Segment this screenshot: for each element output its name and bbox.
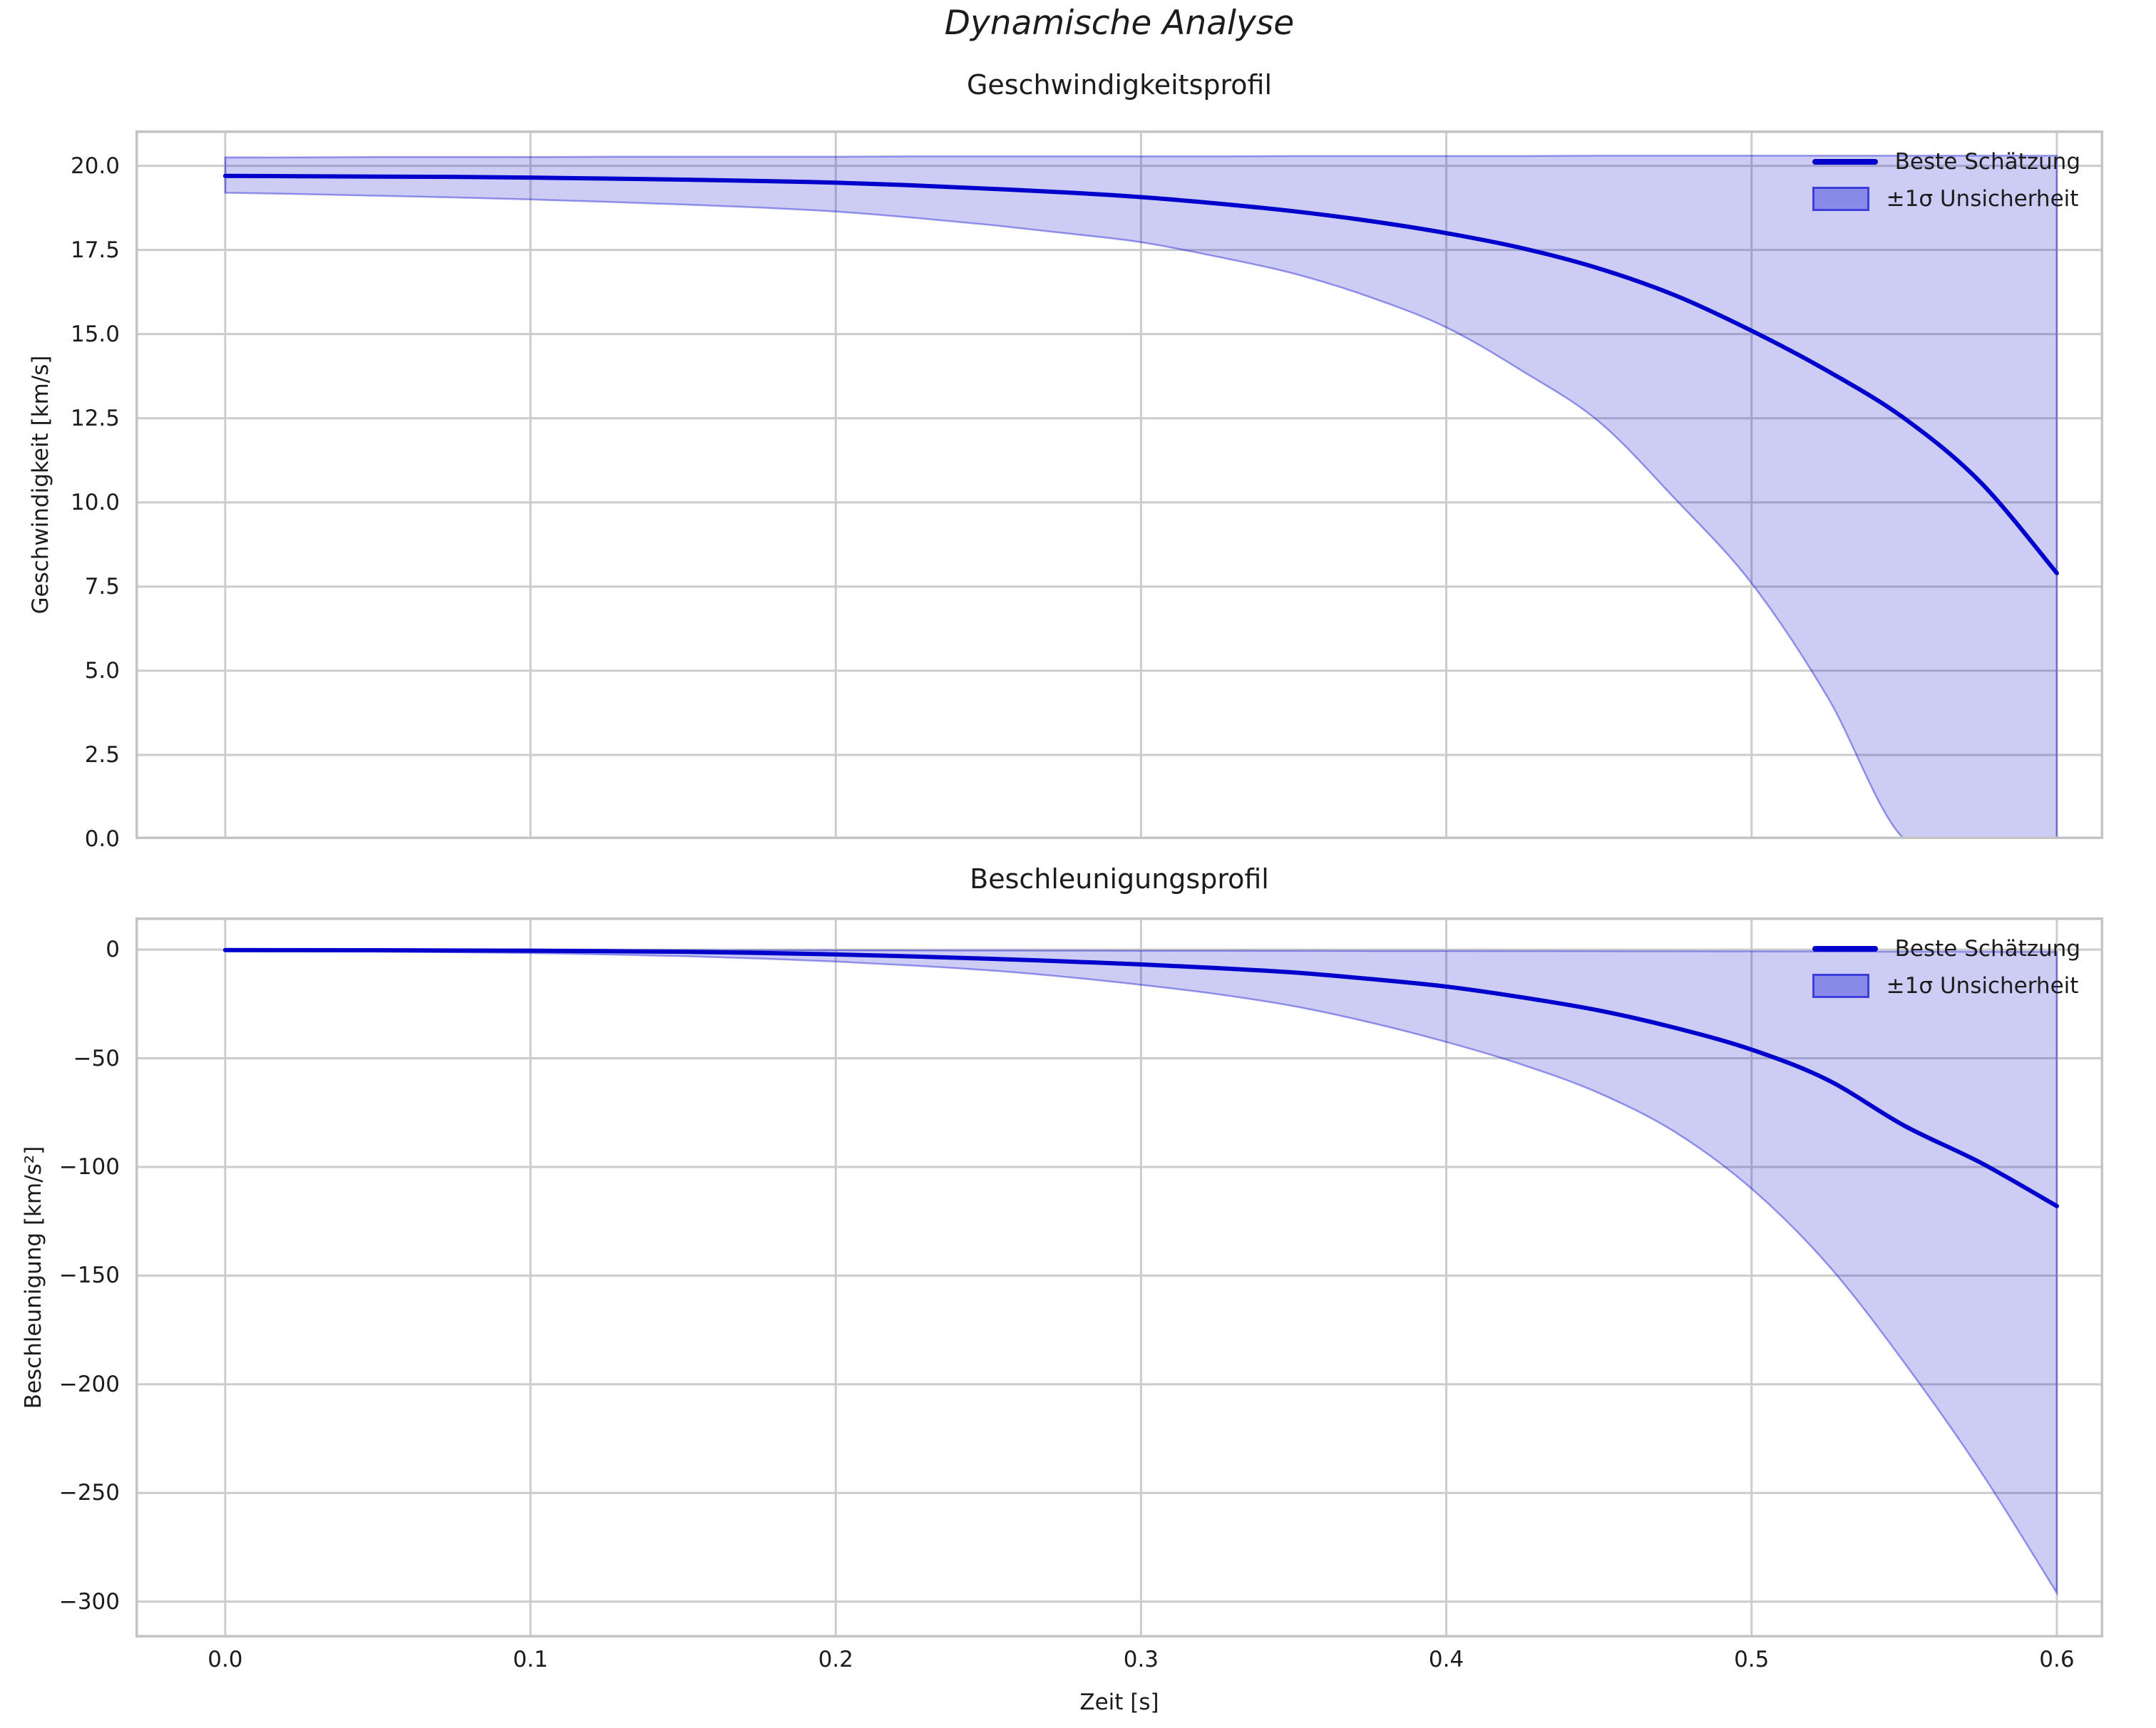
legend-item-uncertainty: ±1σ Unsicherheit (1812, 186, 2079, 212)
x-axis-label: Zeit [s] (1079, 1690, 1159, 1715)
acceleration-chart-title: Beschleunigungsprofil (970, 863, 1269, 895)
legend-item-best-estimate: Beste Schätzung (1812, 936, 2080, 962)
velocity-ytick-label: 15.0 (70, 321, 120, 347)
velocity-ytick-label: 20.0 (70, 153, 120, 179)
velocity-chart-title: Geschwindigkeitsprofil (966, 69, 1273, 101)
acceleration-ytick-label: −300 (58, 1588, 120, 1615)
best-estimate-line (222, 173, 2059, 575)
velocity-ytick-label: 5.0 (84, 657, 120, 684)
velocity-ytick-label: 10.0 (70, 489, 120, 515)
acceleration-ytick-label: −150 (58, 1262, 120, 1289)
acceleration-plot: Beste Schätzung ±1σ Unsicherheit (135, 917, 2103, 1637)
velocity-ytick-label: 2.5 (84, 741, 120, 768)
velocity-ytick-label: 17.5 (70, 237, 120, 263)
velocity-ytick-label: 0.0 (84, 826, 120, 852)
uncertainty-band-swatch (1812, 187, 1869, 211)
acceleration-legend: Beste Schätzung ±1σ Unsicherheit (1812, 936, 2080, 999)
figure-title: Dynamische Analyse (944, 4, 1295, 43)
uncertainty-band-swatch (1812, 974, 1869, 998)
best-estimate-line-swatch (1812, 159, 1878, 165)
uncertainty-band (224, 949, 2058, 1596)
acceleration-ytick-label: −50 (73, 1045, 120, 1071)
uncertainty-band (224, 155, 2058, 839)
legend-item-uncertainty: ±1σ Unsicherheit (1812, 973, 2079, 999)
gridlines (135, 917, 2103, 1637)
velocity-plot-svg (135, 130, 2103, 839)
legend-label-best-estimate: Beste Schätzung (1894, 936, 2080, 962)
gridlines (135, 130, 2103, 839)
legend-label-best-estimate: Beste Schätzung (1894, 149, 2080, 175)
legend-item-best-estimate: Beste Schätzung (1812, 149, 2080, 175)
acceleration-ytick-label: 0 (106, 937, 120, 963)
velocity-plot: Beste Schätzung ±1σ Unsicherheit (135, 130, 2103, 839)
xtick-label: 0.6 (2039, 1647, 2075, 1672)
legend-label-uncertainty: ±1σ Unsicherheit (1886, 186, 2079, 212)
velocity-ytick-label: 7.5 (84, 573, 120, 600)
velocity-ytick-label: 12.5 (70, 405, 120, 431)
xtick-label: 0.3 (1123, 1647, 1159, 1672)
acceleration-ytick-label: −250 (58, 1480, 120, 1506)
xtick-label: 0.5 (1734, 1647, 1770, 1672)
xtick-label: 0.2 (818, 1647, 853, 1672)
xtick-label: 0.4 (1428, 1647, 1464, 1672)
xtick-label: 0.0 (207, 1647, 243, 1672)
plot-spine (135, 917, 2103, 1637)
acceleration-ytick-label: −100 (58, 1153, 120, 1180)
xtick-label: 0.1 (513, 1647, 548, 1672)
acceleration-plot-svg (135, 917, 2103, 1637)
best-estimate-line (222, 947, 2059, 1208)
best-estimate-line-swatch (1812, 946, 1878, 952)
plot-spine (135, 130, 2103, 839)
velocity-legend: Beste Schätzung ±1σ Unsicherheit (1812, 149, 2080, 212)
acceleration-ytick-label: −200 (58, 1371, 120, 1397)
legend-label-uncertainty: ±1σ Unsicherheit (1886, 973, 2079, 999)
